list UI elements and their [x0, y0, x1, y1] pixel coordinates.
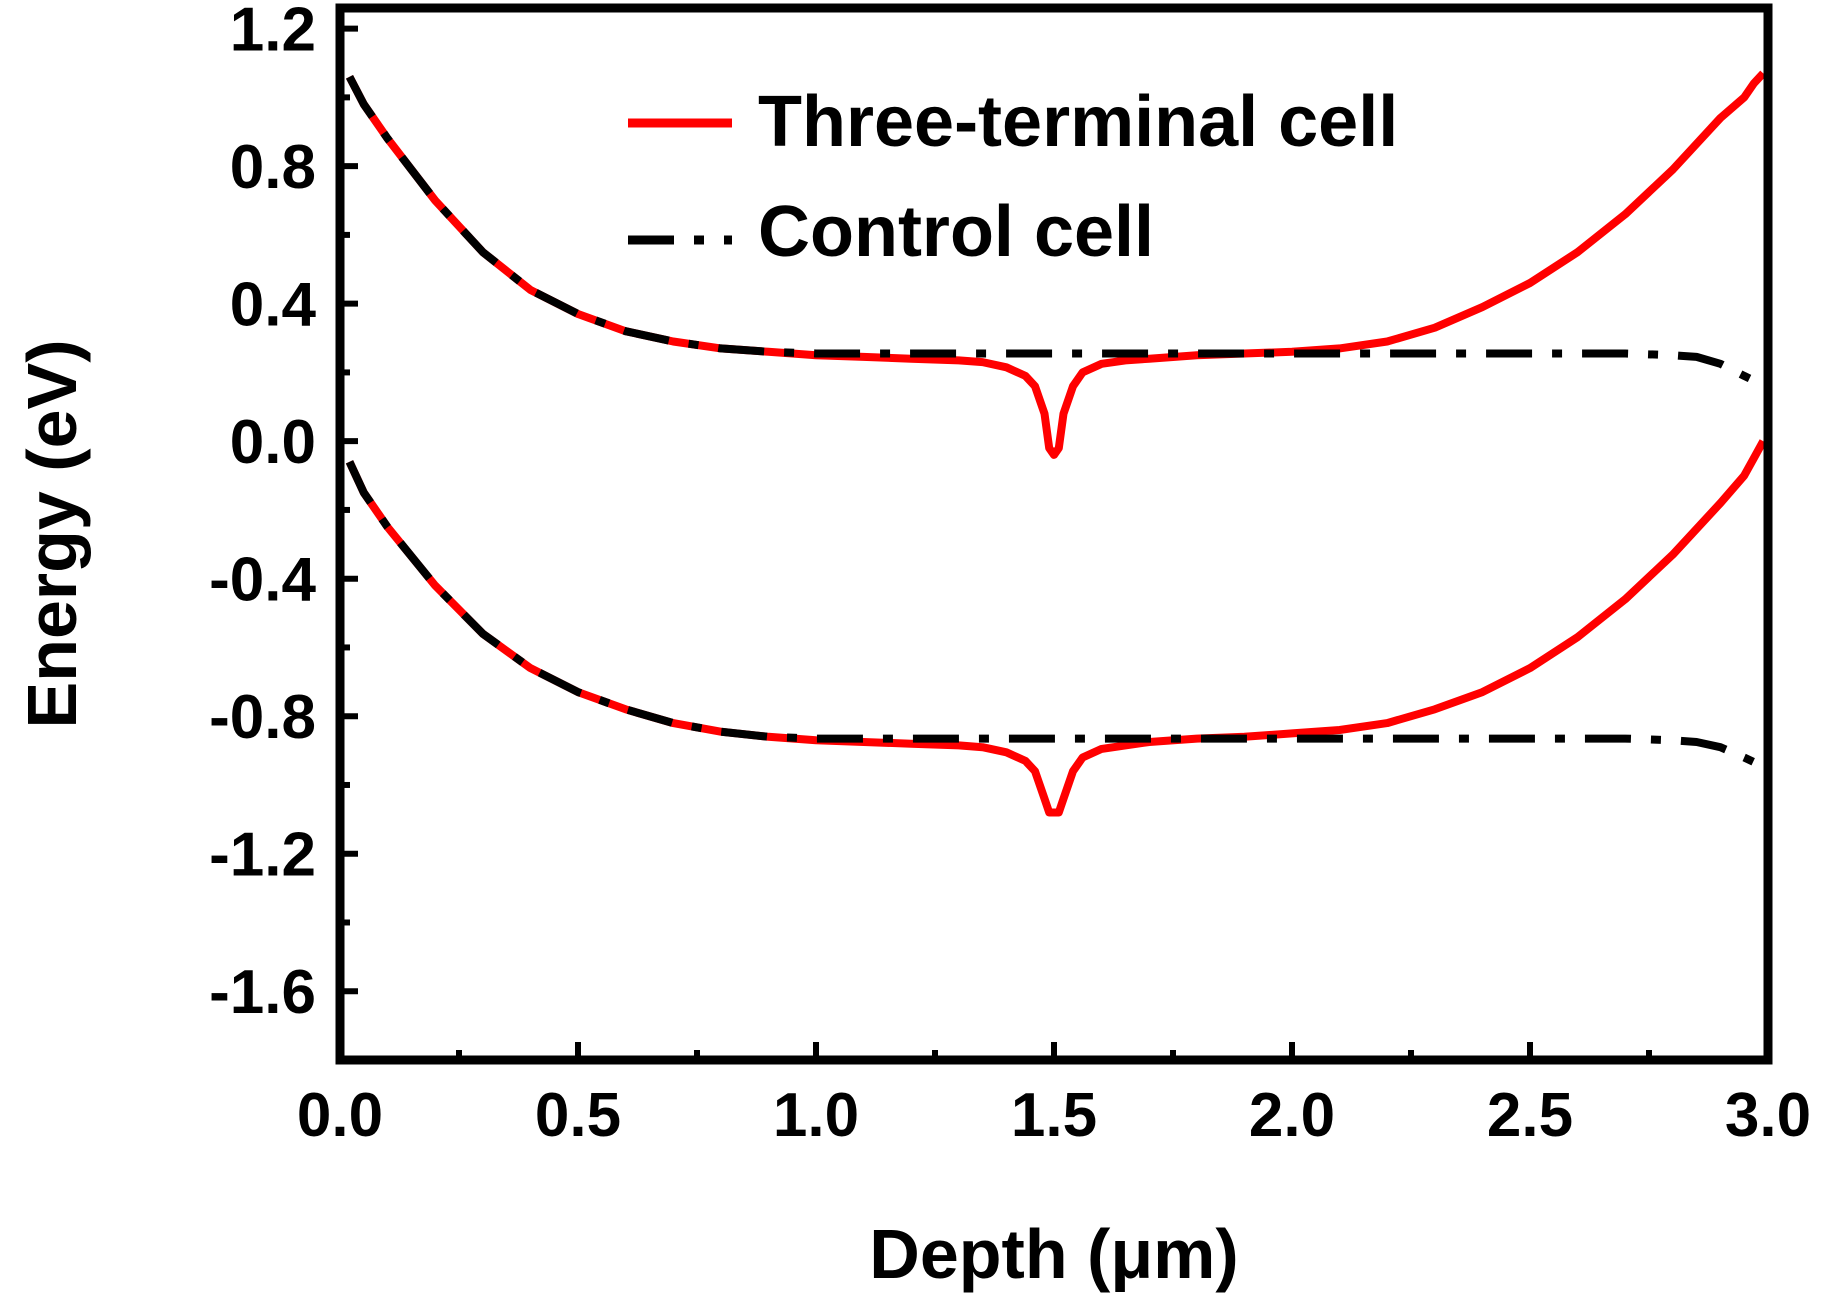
- legend-label-three-terminal: Three-terminal cell: [758, 82, 1398, 162]
- y-tick-label: -1.2: [209, 821, 316, 890]
- y-tick-label: 0.0: [230, 408, 316, 477]
- x-tick-label: 2.5: [1487, 1081, 1573, 1150]
- y-tick-label: 0.8: [230, 133, 316, 202]
- y-tick-label: 0.4: [230, 271, 317, 340]
- y-axis-title: Energy (eV): [13, 340, 91, 729]
- x-tick-label: 2.0: [1249, 1081, 1335, 1150]
- y-tick-label: 1.2: [230, 0, 316, 65]
- x-tick-label: 0.5: [535, 1081, 621, 1150]
- series-line-three-terminal-valence: [345, 439, 1767, 817]
- series-line-control-valence: [345, 460, 1761, 768]
- plot-frame: [335, 3, 1773, 1065]
- y-tick-label: -0.4: [209, 546, 316, 615]
- x-axis-title: Depth (μm): [869, 1215, 1238, 1293]
- x-tick-label: 3.0: [1725, 1081, 1811, 1150]
- legend: Three-terminal cell Control cell: [628, 82, 1398, 272]
- x-tick-label: 1.5: [1011, 1081, 1097, 1150]
- y-tick-label: -1.6: [209, 958, 316, 1027]
- y-tick-label: -0.8: [209, 683, 316, 752]
- plot-series: [345, 70, 1767, 817]
- x-tick-label: 1.0: [773, 1081, 859, 1150]
- y-ticks: 1.2 0.8 0.4 0.0 -0.4 -0.8 -1.2 -1.6: [209, 0, 358, 1027]
- legend-label-control: Control cell: [758, 192, 1154, 272]
- x-tick-label: 0.0: [297, 1081, 383, 1150]
- x-ticks: 0.0 0.5 1.0 1.5 2.0 2.5 3.0: [297, 1042, 1811, 1150]
- series-line-control-conduction: [345, 74, 1761, 387]
